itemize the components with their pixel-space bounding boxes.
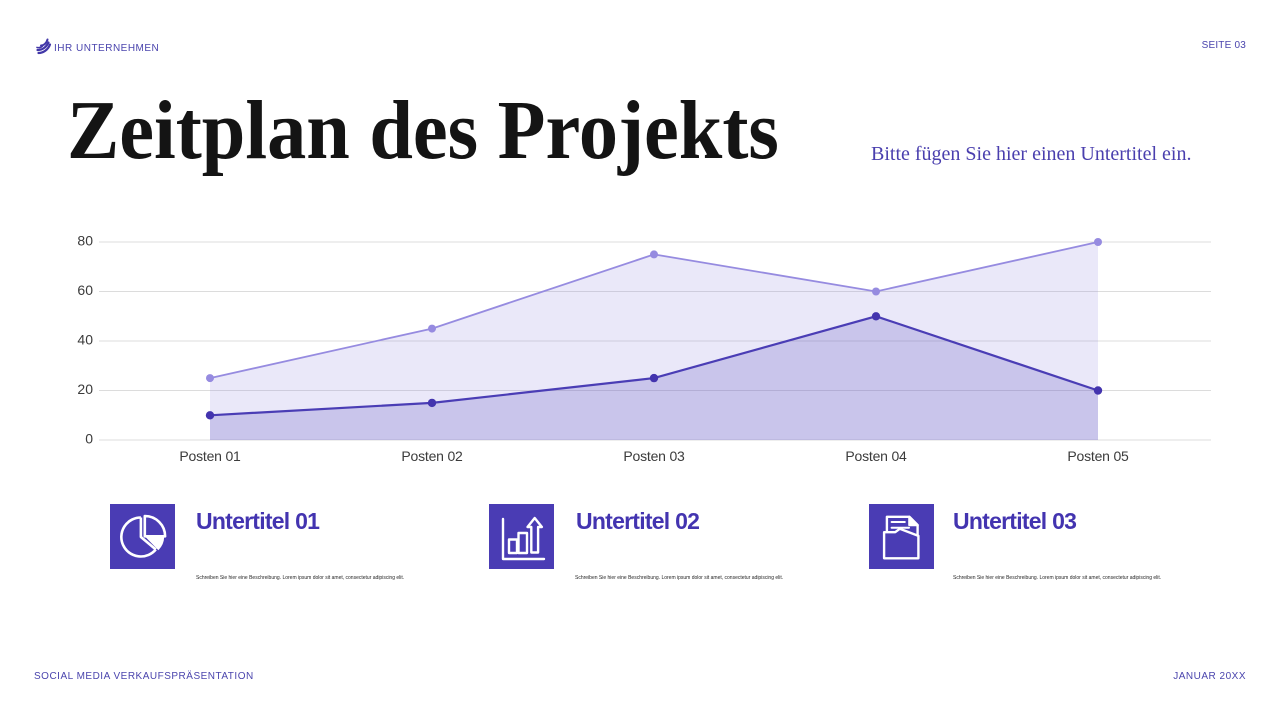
svg-text:Posten 01: Posten 01 <box>179 448 241 464</box>
svg-text:0: 0 <box>85 431 93 447</box>
svg-text:Posten 02: Posten 02 <box>401 448 463 464</box>
svg-text:Posten 05: Posten 05 <box>1067 448 1129 464</box>
svg-text:40: 40 <box>77 332 93 348</box>
svg-text:Posten 04: Posten 04 <box>845 448 907 464</box>
svg-text:60: 60 <box>77 282 93 298</box>
svg-text:20: 20 <box>77 381 93 397</box>
svg-text:80: 80 <box>77 233 93 249</box>
svg-text:Posten 03: Posten 03 <box>623 448 685 464</box>
